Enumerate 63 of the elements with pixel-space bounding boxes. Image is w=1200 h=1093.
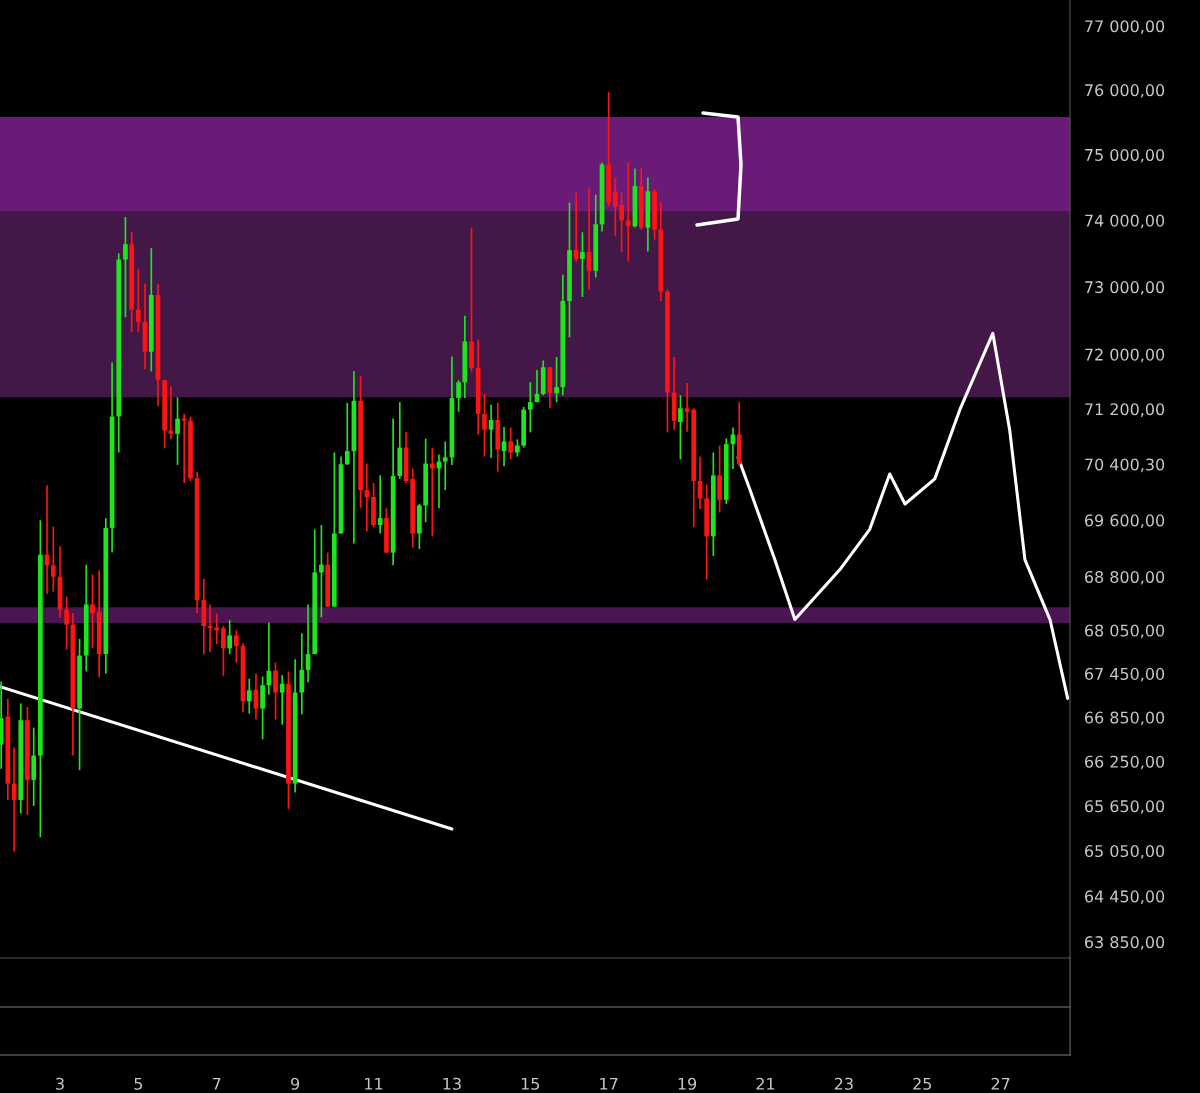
- candlestick: [527, 381, 533, 434]
- candlestick: [50, 525, 56, 593]
- y-tick-label: 75 000,00: [1085, 148, 1165, 163]
- candlestick: [482, 393, 487, 458]
- candlestick: [573, 191, 579, 263]
- candlestick: [181, 412, 187, 484]
- candlestick: [221, 625, 226, 677]
- candlestick: [580, 231, 585, 298]
- y-tick-label: 64 450,00: [1085, 890, 1165, 905]
- candlestick: [678, 394, 683, 461]
- y-tick-label: 63 850,00: [1085, 936, 1165, 950]
- candlestick: [344, 401, 350, 466]
- candlestick: [260, 675, 265, 741]
- x-tick-label: 5: [134, 1077, 143, 1090]
- y-tick-label: 70 400,30: [1085, 458, 1165, 473]
- candlestick: [508, 426, 514, 461]
- y-tick-label: 68 050,00: [1085, 624, 1165, 639]
- y-tick-label: 73 000,00: [1085, 281, 1165, 295]
- y-tick-label: 65 050,00: [1085, 845, 1165, 859]
- candlestick: [299, 632, 305, 716]
- candlestick: [456, 379, 461, 413]
- y-tick-label: 65 650,00: [1085, 800, 1165, 814]
- y-tick-label: 71 200,00: [1085, 403, 1165, 417]
- line-series: [736, 331, 1070, 700]
- candlestick: [442, 440, 448, 491]
- candlestick: [246, 677, 252, 715]
- candlestick: [175, 396, 180, 466]
- candlestick: [273, 661, 278, 721]
- x-tick-label: 9: [291, 1077, 300, 1090]
- x-tick-label: 15: [521, 1077, 540, 1090]
- y-tick-label: 66 850,00: [1085, 711, 1165, 726]
- x-tick-label: 27: [991, 1077, 1010, 1090]
- x-tick-label: 19: [678, 1077, 697, 1090]
- y-tick-label: 67 450,00: [1085, 667, 1165, 682]
- candlestick: [319, 524, 324, 619]
- candlestick: [123, 216, 128, 318]
- candlestick: [168, 385, 174, 441]
- candlestick: [227, 619, 233, 655]
- x-tick-label: 21: [756, 1077, 775, 1090]
- x-tick-label: 17: [600, 1077, 618, 1090]
- candlestick: [64, 595, 69, 651]
- candlestick: [684, 382, 690, 433]
- candlestick: [233, 629, 239, 664]
- x-tick-label: 3: [56, 1077, 64, 1090]
- y-tick-label: 69 600,00: [1085, 514, 1165, 529]
- y-tick-label: 68 800,00: [1085, 570, 1165, 585]
- y-tick-label: 74 000,00: [1085, 214, 1165, 229]
- candlestick: [554, 356, 559, 403]
- candlestick: [279, 674, 285, 726]
- y-tick-label: 66 250,00: [1085, 755, 1165, 770]
- x-tick-label: 23: [834, 1077, 853, 1090]
- candlestick: [90, 573, 95, 650]
- candlestick: [136, 267, 141, 333]
- x-tick-label: 7: [212, 1077, 221, 1090]
- x-tick-label: 13: [443, 1077, 461, 1090]
- y-tick-label: 77 000,00: [1085, 20, 1165, 34]
- x-tick-label: 25: [913, 1077, 932, 1090]
- x-tick-label: 11: [365, 1077, 383, 1090]
- y-tick-label: 76 000,00: [1085, 84, 1165, 98]
- candlestick: [214, 612, 220, 645]
- candlestick: [377, 474, 383, 535]
- candlestick: [625, 161, 631, 263]
- y-tick-label: 72 000,00: [1085, 348, 1165, 363]
